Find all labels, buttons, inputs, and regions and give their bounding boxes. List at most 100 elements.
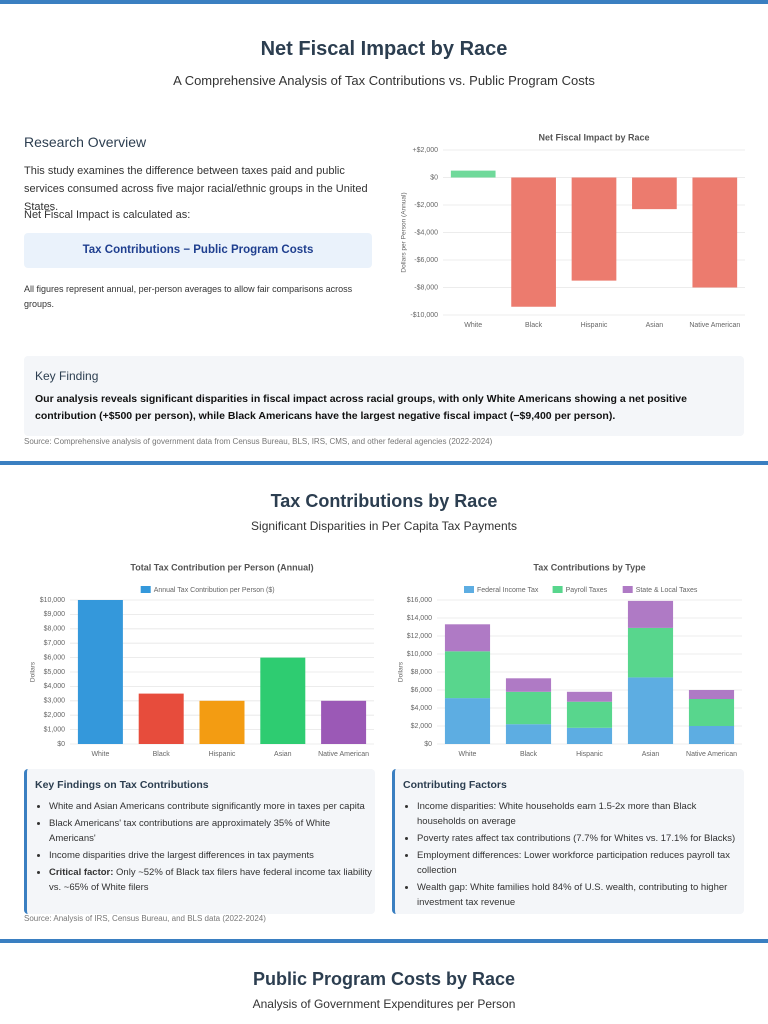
factor-item: Wealth gap: White families hold 84% of U… — [417, 880, 742, 910]
chart-title: Tax Contributions by Type — [533, 562, 645, 572]
bar — [566, 727, 613, 744]
bar — [627, 677, 674, 744]
legend-swatch — [622, 586, 633, 593]
bar — [505, 691, 552, 725]
x-tick-label: Hispanic — [581, 322, 608, 329]
bar — [627, 627, 674, 678]
bar — [692, 177, 738, 288]
bar — [444, 698, 491, 744]
bar — [321, 700, 367, 744]
bar — [260, 657, 306, 744]
top-rule — [0, 0, 768, 4]
bar — [199, 700, 245, 744]
findings-box: Key Findings on Tax Contributions White … — [24, 769, 375, 914]
x-tick-label: Black — [520, 751, 538, 758]
factors-box: Contributing Factors Income disparities:… — [392, 769, 744, 914]
y-tick-label: $14,000 — [407, 615, 432, 622]
section-rule — [0, 939, 768, 943]
bar — [450, 170, 496, 178]
x-tick-label: Asian — [274, 751, 292, 758]
finding-item: White and Asian Americans contribute sig… — [49, 799, 374, 814]
factor-item: Employment differences: Lower workforce … — [417, 848, 742, 878]
findings-heading: Key Findings on Tax Contributions — [35, 779, 209, 791]
y-tick-label: $5,000 — [44, 669, 66, 676]
bar — [444, 624, 491, 652]
x-tick-label: Black — [153, 751, 171, 758]
chart-title: Net Fiscal Impact by Race — [538, 132, 649, 142]
section-title: Tax Contributions by Race — [270, 491, 498, 511]
factors-list: Income disparities: White households ear… — [403, 799, 742, 912]
legend-label: Federal Income Tax — [477, 587, 539, 594]
y-tick-label: $0 — [430, 174, 438, 181]
key-finding-text: Our analysis reveals significant dispari… — [35, 393, 687, 422]
y-axis-label: Dollars per Person (Annual) — [401, 192, 408, 272]
bar — [566, 691, 613, 702]
bar — [688, 690, 735, 699]
bar — [505, 678, 552, 692]
source: Source: Comprehensive analysis of govern… — [24, 437, 493, 446]
y-tick-label: $2,000 — [411, 723, 433, 730]
y-tick-label: $10,000 — [40, 597, 65, 604]
y-tick-label: $12,000 — [407, 633, 432, 640]
chart-title: Total Tax Contribution per Person (Annua… — [130, 562, 313, 572]
y-tick-label: -$6,000 — [414, 257, 438, 264]
y-tick-label: $0 — [57, 741, 65, 748]
bar — [138, 693, 184, 744]
section-rule — [0, 461, 768, 465]
bar — [511, 177, 556, 307]
y-tick-label: $7,000 — [44, 640, 66, 647]
chart: Tax Contributions by Type Dollars $0 $2,000… — [398, 562, 742, 758]
y-tick-label: -$10,000 — [410, 312, 438, 319]
legend-label: Payroll Taxes — [566, 587, 608, 594]
y-tick-label: $0 — [424, 741, 432, 748]
bar — [444, 651, 491, 699]
x-tick-label: White — [459, 751, 477, 758]
y-axis-label: Dollars — [30, 661, 37, 682]
factors-heading: Contributing Factors — [403, 779, 507, 791]
bar — [571, 177, 617, 281]
section-title: Net Fiscal Impact by Race — [260, 38, 508, 60]
factor-item: Income disparities: White households ear… — [417, 799, 742, 829]
bar — [566, 701, 613, 728]
legend-swatch — [140, 586, 151, 593]
x-tick-label: Asian — [642, 751, 660, 758]
x-tick-label: Native American — [318, 751, 369, 758]
y-tick-label: $6,000 — [411, 687, 433, 694]
bar — [505, 724, 552, 744]
legend-swatch — [464, 586, 474, 593]
y-tick-label: $16,000 — [407, 597, 432, 604]
y-tick-label: -$4,000 — [414, 229, 438, 236]
y-tick-label: $3,000 — [44, 698, 66, 705]
factor-item: Poverty rates affect tax contributions (… — [417, 831, 742, 846]
y-tick-label: $8,000 — [411, 669, 433, 676]
y-tick-label: $6,000 — [44, 654, 66, 661]
chart: Net Fiscal Impact by Race Dollars per Per… — [401, 132, 745, 329]
x-tick-label: Native American — [686, 751, 737, 758]
section-subtitle: Analysis of Government Expenditures per … — [252, 997, 516, 1011]
x-tick-label: Native American — [689, 322, 740, 329]
chart: Total Tax Contribution per Person (Annua… — [30, 562, 374, 758]
legend-label: State & Local Taxes — [636, 587, 698, 594]
bar — [632, 177, 677, 210]
y-tick-label: -$8,000 — [414, 284, 438, 291]
section-subtitle: Significant Disparities in Per Capita Ta… — [251, 519, 517, 533]
section-title: Public Program Costs by Race — [252, 969, 516, 989]
finding-item: Critical factor: Only ~52% of Black tax … — [49, 865, 374, 895]
y-tick-label: $10,000 — [407, 651, 432, 658]
legend-label: Annual Tax Contribution per Person ($) — [154, 587, 275, 594]
y-tick-label: $4,000 — [411, 705, 433, 712]
y-tick-label: $4,000 — [44, 683, 66, 690]
bar — [688, 699, 735, 726]
finding-item: Black Americans' tax contributions are a… — [49, 816, 374, 846]
critical-text: Only ~52% of Black tax filers have feder… — [49, 867, 372, 893]
bar — [688, 726, 735, 744]
x-tick-label: Black — [525, 322, 543, 329]
y-tick-label: $8,000 — [44, 626, 66, 633]
bar — [77, 600, 123, 744]
x-tick-label: Hispanic — [576, 751, 603, 758]
key-finding-box: Key Finding Our analysis reveals signifi… — [24, 356, 744, 436]
y-tick-label: $9,000 — [44, 611, 66, 618]
formula-intro: Net Fiscal Impact is calculated as: — [24, 209, 191, 221]
finding-item: Income disparities drive the largest dif… — [49, 848, 374, 863]
source: Source: Analysis of IRS, Census Bureau, … — [24, 914, 266, 923]
